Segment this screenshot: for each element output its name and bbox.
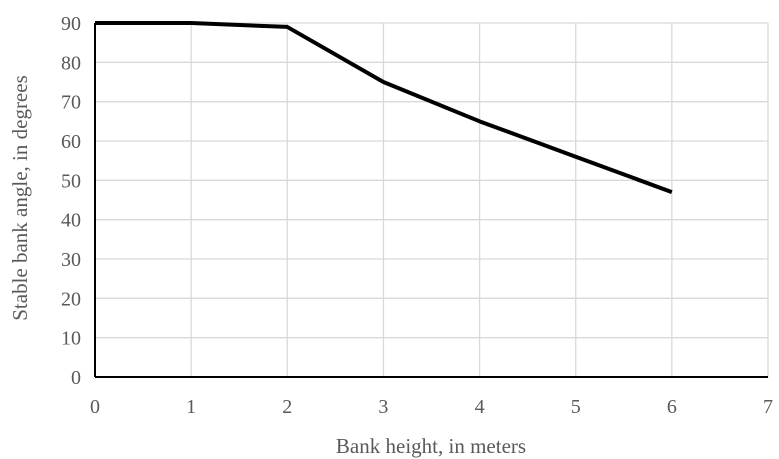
grid-lines [95,22,769,377]
x-tick-label: 1 [186,396,196,418]
y-tick-label: 70 [61,92,81,114]
x-tick-label: 0 [90,396,100,418]
y-tick-label: 80 [61,52,81,74]
y-tick-label: 20 [61,288,81,310]
y-tick-label: 10 [61,328,81,350]
y-tick-label: 0 [71,367,81,389]
data-series [95,21,673,195]
y-tick-label: 60 [61,131,81,153]
x-tick-label: 6 [667,396,677,418]
y-tick-label: 50 [61,170,81,192]
x-tick-label: 4 [475,396,485,418]
x-tick-label: 3 [378,396,388,418]
y-axis-title: Stable bank angle, in degrees [8,75,32,321]
x-tick-label: 7 [763,396,773,418]
x-tick-label: 2 [282,396,292,418]
y-tick-label: 30 [61,249,81,271]
series-line [95,21,673,195]
x-tick-label: 5 [571,396,581,418]
y-tick-label: 40 [61,210,81,232]
y-tick-label: 90 [61,13,81,35]
axes [94,23,768,378]
x-axis-title: Bank height, in meters [336,434,526,458]
